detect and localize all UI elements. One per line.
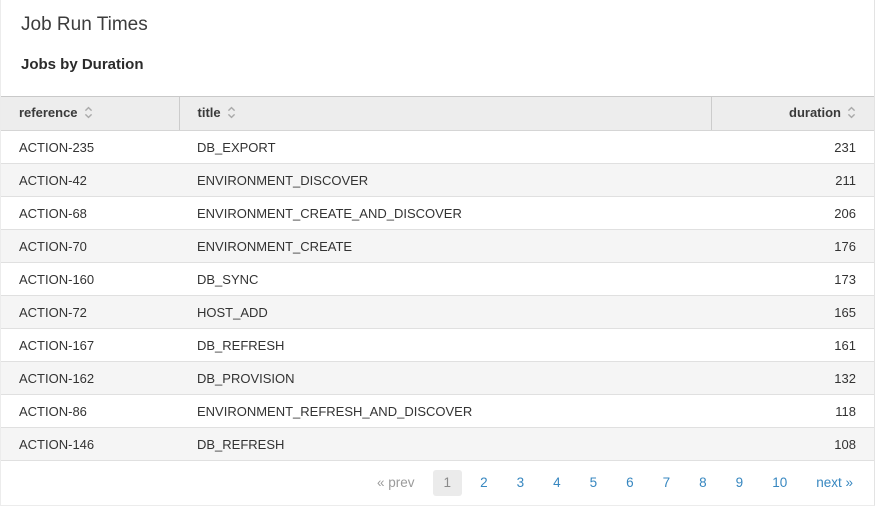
cell-title: DB_SYNC xyxy=(179,262,711,296)
cell-duration: 206 xyxy=(711,196,874,230)
sort-up-down-icon xyxy=(84,106,93,122)
page-button-6[interactable]: 6 xyxy=(626,474,634,490)
cell-reference: ACTION-86 xyxy=(1,394,179,428)
table-row: ACTION-86 ENVIRONMENT_REFRESH_AND_DISCOVE… xyxy=(1,394,874,428)
cell-reference: ACTION-72 xyxy=(1,295,179,329)
table-row: ACTION-235 DB_EXPORT 231 xyxy=(1,130,874,164)
cell-title: HOST_ADD xyxy=(179,295,711,329)
prev-button[interactable]: « prev xyxy=(377,474,415,490)
cell-reference: ACTION-167 xyxy=(1,328,179,362)
cell-title: ENVIRONMENT_DISCOVER xyxy=(179,163,711,197)
table-row: ACTION-72 HOST_ADD 165 xyxy=(1,295,874,329)
cell-reference: ACTION-160 xyxy=(1,262,179,296)
cell-title: DB_PROVISION xyxy=(179,361,711,395)
cell-duration: 173 xyxy=(711,262,874,296)
jobs-table: reference title duration ACTION-235 DB_EX… xyxy=(1,96,874,461)
cell-title: ENVIRONMENT_CREATE_AND_DISCOVER xyxy=(179,196,711,230)
cell-reference: ACTION-42 xyxy=(1,163,179,197)
sort-up-down-icon xyxy=(847,106,856,122)
table-row: ACTION-70 ENVIRONMENT_CREATE 176 xyxy=(1,229,874,263)
cell-duration: 231 xyxy=(711,130,874,164)
cell-duration: 132 xyxy=(711,361,874,395)
column-header-title[interactable]: title xyxy=(178,96,711,131)
column-label: reference xyxy=(19,105,78,120)
table-row: ACTION-68 ENVIRONMENT_CREATE_AND_DISCOVER… xyxy=(1,196,874,230)
table-row: ACTION-162 DB_PROVISION 132 xyxy=(1,361,874,395)
section-title: Jobs by Duration xyxy=(21,56,144,73)
cell-reference: ACTION-70 xyxy=(1,229,179,263)
page-button-7[interactable]: 7 xyxy=(662,474,671,490)
cell-duration: 165 xyxy=(711,295,874,329)
page-header: Job Run Times Jobs by Duration xyxy=(1,0,874,74)
page-button-8[interactable]: 8 xyxy=(699,474,707,490)
page-button-5[interactable]: 5 xyxy=(589,474,598,490)
table-row: ACTION-167 DB_REFRESH 161 xyxy=(1,328,874,362)
cell-reference: ACTION-162 xyxy=(1,361,179,395)
page-button-2[interactable]: 2 xyxy=(480,474,488,490)
cell-reference: ACTION-235 xyxy=(1,130,179,164)
column-label: duration xyxy=(789,105,841,120)
cell-reference: ACTION-146 xyxy=(1,427,179,461)
sort-up-down-icon xyxy=(227,106,236,122)
cell-duration: 108 xyxy=(711,427,874,461)
cell-title: ENVIRONMENT_CREATE xyxy=(179,229,711,263)
page-button-1[interactable]: 1 xyxy=(432,469,463,496)
column-header-reference[interactable]: reference xyxy=(1,96,179,131)
pagination: « prev 1 2 3 4 5 6 7 8 9 10 next » xyxy=(1,461,874,499)
table-header-row: reference title duration xyxy=(1,96,874,131)
page-button-3[interactable]: 3 xyxy=(516,474,525,490)
cell-title: DB_EXPORT xyxy=(179,130,711,164)
column-label: title xyxy=(197,105,221,120)
cell-duration: 211 xyxy=(711,163,874,197)
page-button-4[interactable]: 4 xyxy=(553,474,561,490)
cell-title: ENVIRONMENT_REFRESH_AND_DISCOVER xyxy=(179,394,711,428)
table-row: ACTION-42 ENVIRONMENT_DISCOVER 211 xyxy=(1,163,874,197)
cell-duration: 161 xyxy=(711,328,874,362)
cell-reference: ACTION-68 xyxy=(1,196,179,230)
cell-title: DB_REFRESH xyxy=(179,427,711,461)
table-row: ACTION-146 DB_REFRESH 108 xyxy=(1,427,874,461)
table-body: ACTION-235 DB_EXPORT 231 ACTION-42 ENVIRONME… xyxy=(1,130,874,461)
next-button[interactable]: next » xyxy=(816,474,853,490)
column-header-duration[interactable]: duration xyxy=(710,96,874,131)
cell-duration: 118 xyxy=(711,394,874,428)
page-button-10[interactable]: 10 xyxy=(772,474,788,490)
page-title: Job Run Times xyxy=(21,14,148,35)
page-button-9[interactable]: 9 xyxy=(735,474,744,490)
table-row: ACTION-160 DB_SYNC 173 xyxy=(1,262,874,296)
cell-duration: 176 xyxy=(711,229,874,263)
cell-title: DB_REFRESH xyxy=(179,328,711,362)
